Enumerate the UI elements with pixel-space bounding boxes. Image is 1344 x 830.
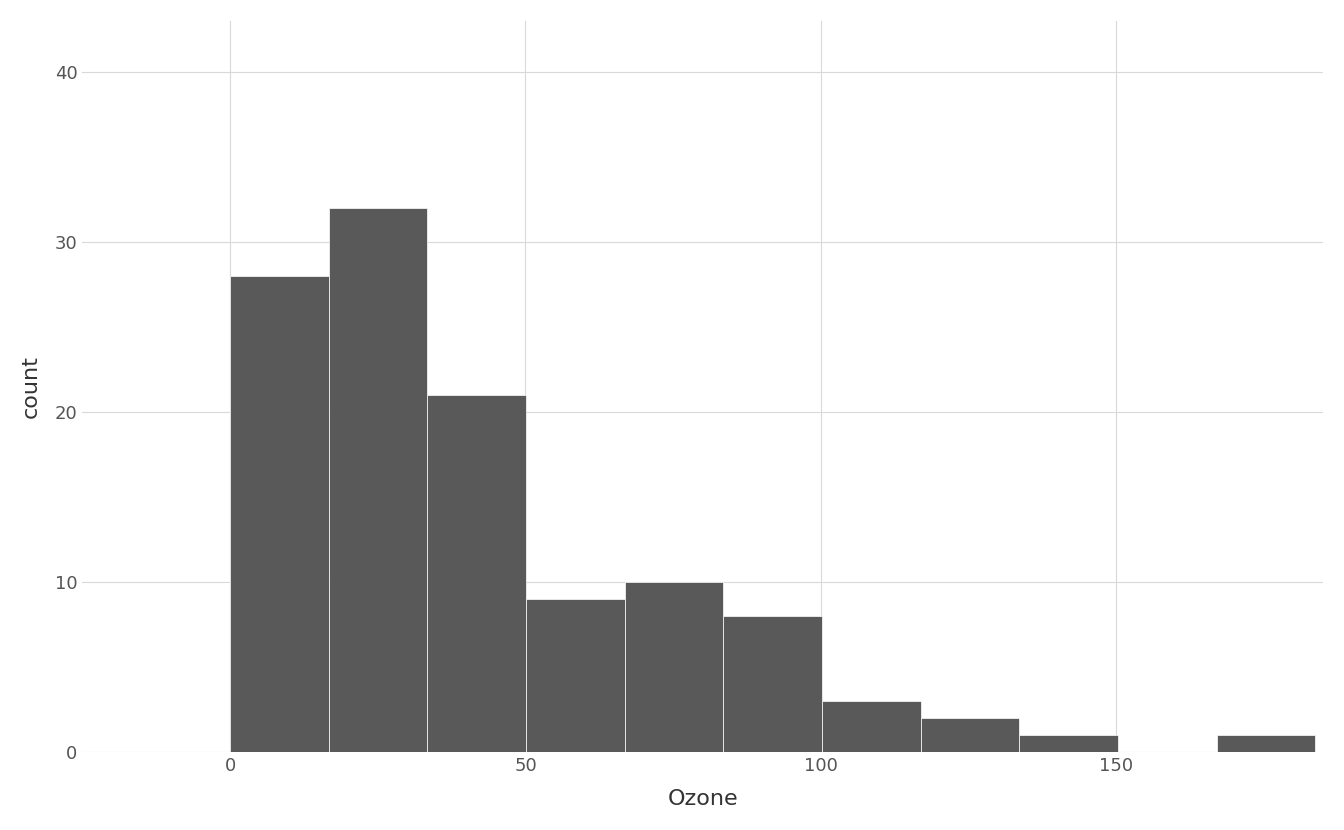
- Bar: [723, 617, 823, 753]
- X-axis label: Ozone: Ozone: [668, 789, 738, 809]
- Bar: [1216, 735, 1316, 753]
- Bar: [526, 599, 625, 753]
- Bar: [625, 583, 723, 753]
- Bar: [329, 208, 427, 753]
- Bar: [823, 701, 921, 753]
- Bar: [1020, 735, 1118, 753]
- Bar: [921, 719, 1020, 753]
- Y-axis label: count: count: [22, 355, 40, 418]
- Bar: [427, 395, 526, 753]
- Bar: [230, 276, 329, 753]
